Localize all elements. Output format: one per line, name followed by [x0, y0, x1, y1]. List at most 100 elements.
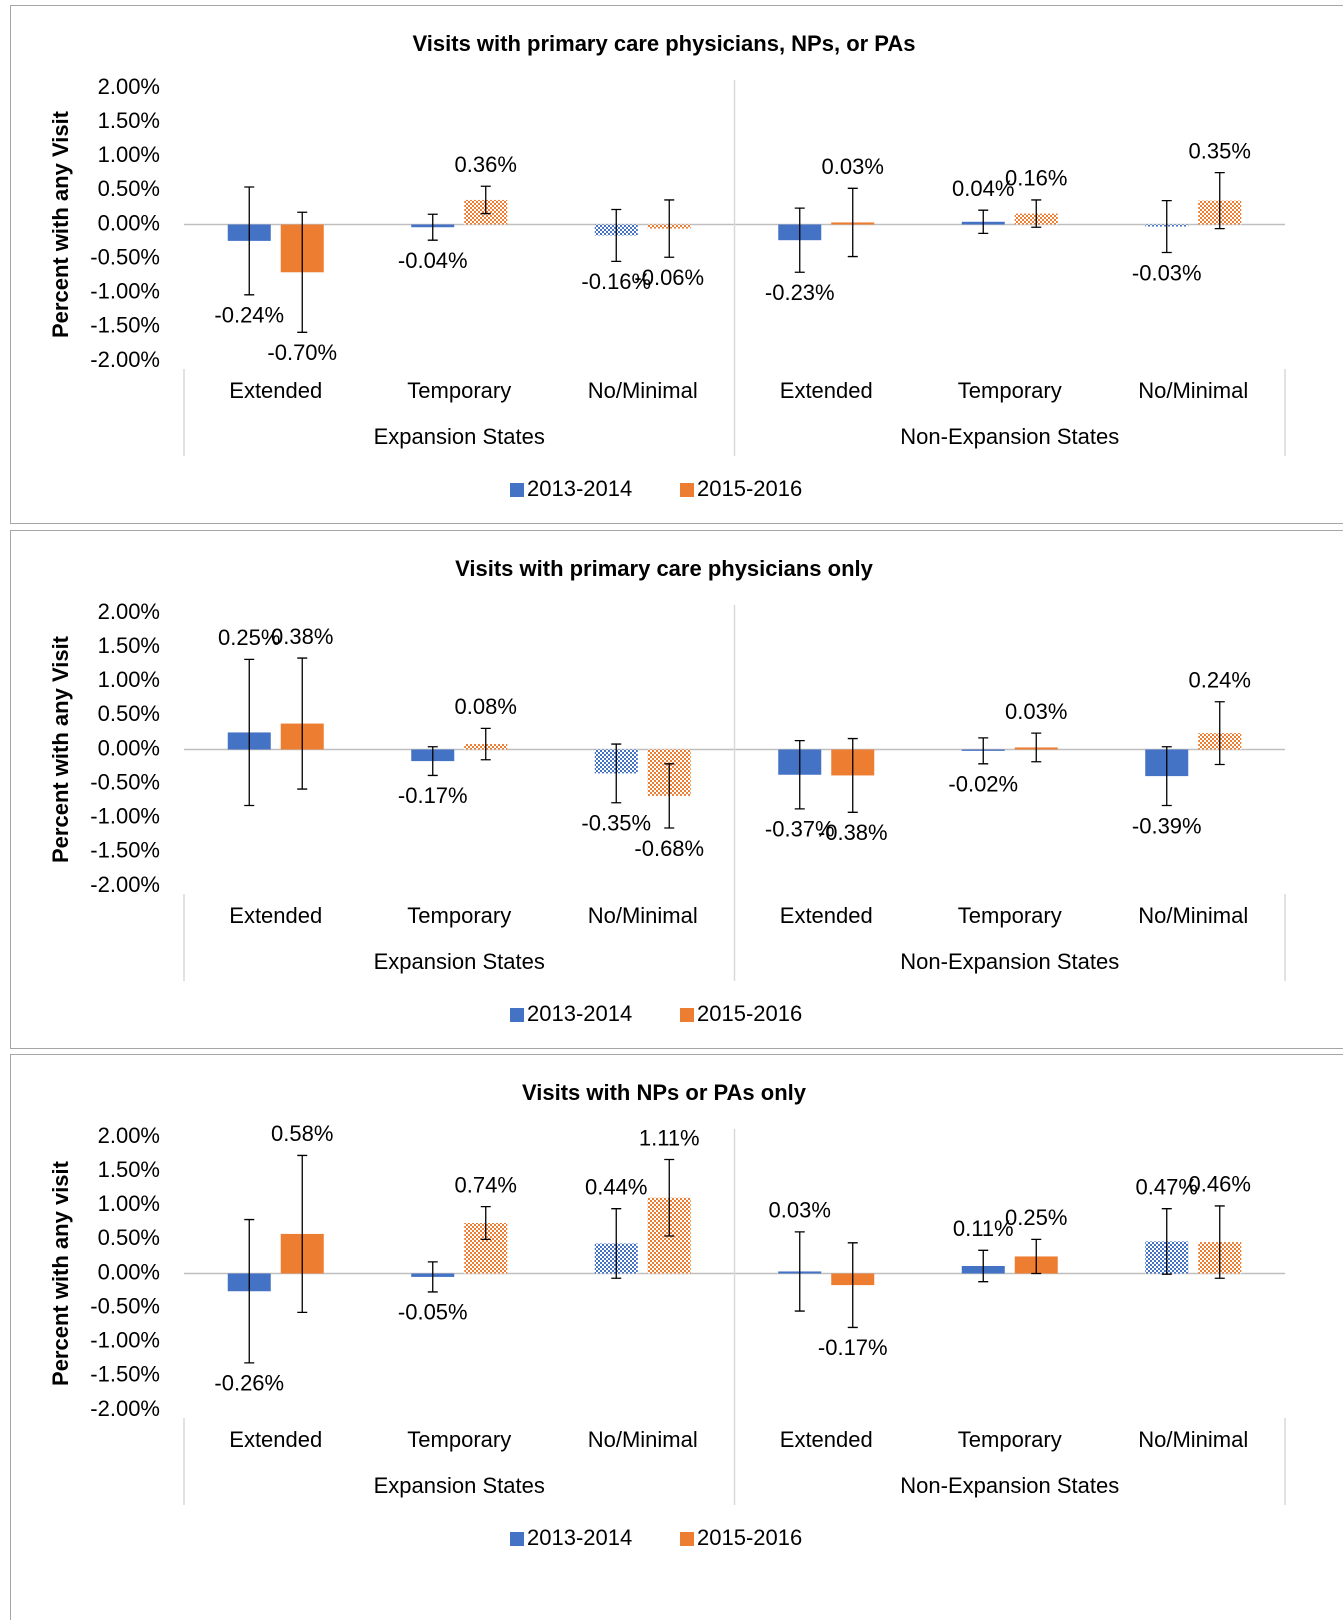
chart-title: Visits with primary care physicians only	[455, 556, 874, 581]
data-label: 0.11%	[953, 1216, 1014, 1241]
y-tick-label: 2.00%	[98, 74, 160, 99]
x-tick-label: No/Minimal	[1138, 903, 1248, 928]
data-label: 0.44%	[585, 1174, 647, 1199]
data-label: 0.74%	[455, 1172, 517, 1197]
data-label: -0.03%	[1132, 260, 1202, 285]
y-tick-label: -0.50%	[90, 769, 160, 794]
legend-swatch	[510, 1008, 524, 1022]
data-label: 0.16%	[1005, 166, 1067, 191]
data-label: 0.58%	[271, 1121, 333, 1146]
legend-label: 2015-2016	[697, 1525, 802, 1550]
error-bar	[978, 209, 989, 235]
group-label: Expansion States	[374, 1473, 545, 1498]
error-bar	[244, 186, 255, 296]
y-tick-label: 1.00%	[98, 142, 160, 167]
error-bar	[794, 207, 805, 273]
error-bar	[244, 658, 255, 807]
chart-panel: Visits with primary care physicians only…	[10, 530, 1343, 1049]
y-tick-label: 0.50%	[98, 176, 160, 201]
y-tick-label: 0.00%	[98, 1259, 160, 1284]
data-label: -0.39%	[1132, 813, 1202, 838]
error-bar	[847, 187, 858, 258]
error-bar	[1031, 732, 1042, 763]
legend-swatch	[680, 1008, 694, 1022]
x-tick-label: Temporary	[407, 378, 511, 403]
panel-frame	[10, 1054, 1343, 1620]
error-bar	[1214, 171, 1225, 230]
chart-title: Visits with NPs or PAs only	[522, 1080, 807, 1105]
data-label: 0.04%	[952, 176, 1014, 201]
data-label: 0.35%	[1189, 138, 1251, 163]
data-label: 0.03%	[1005, 699, 1067, 724]
x-tick-label: Temporary	[407, 1427, 511, 1452]
data-label: -0.16%	[581, 269, 651, 294]
group-label: Expansion States	[374, 424, 545, 449]
group-label: Non-Expansion States	[900, 1473, 1119, 1498]
y-tick-label: 0.00%	[98, 735, 160, 760]
legend-label: 2013-2014	[527, 476, 632, 501]
error-bar	[480, 185, 491, 215]
error-bar	[1031, 1238, 1042, 1275]
y-tick-label: 1.50%	[98, 1157, 160, 1182]
error-bar	[847, 737, 858, 813]
x-tick-label: No/Minimal	[1138, 1427, 1248, 1452]
error-bar	[664, 199, 675, 258]
x-tick-label: Extended	[780, 378, 873, 403]
y-tick-label: 0.00%	[98, 210, 160, 235]
data-label: -0.06%	[634, 265, 704, 290]
y-tick-label: -1.00%	[90, 804, 160, 829]
y-axis-label: Percent with any Visit	[48, 110, 73, 338]
error-bar	[1214, 701, 1225, 766]
data-label: 0.47%	[1136, 1174, 1198, 1199]
panel-frame	[10, 5, 1343, 524]
y-tick-label: 0.50%	[98, 701, 160, 726]
x-tick-label: No/Minimal	[588, 378, 698, 403]
error-bar	[847, 1242, 858, 1329]
error-bar	[480, 1205, 491, 1241]
legend-label: 2015-2016	[697, 476, 802, 501]
data-label: -0.26%	[214, 1371, 284, 1396]
x-tick-label: Extended	[780, 903, 873, 928]
data-label: 0.36%	[455, 152, 517, 177]
error-bar	[480, 727, 491, 761]
y-tick-label: -2.00%	[90, 872, 160, 897]
legend-swatch	[510, 483, 524, 497]
x-tick-label: Extended	[229, 1427, 322, 1452]
error-bar	[297, 1154, 308, 1314]
data-label: -0.02%	[948, 772, 1018, 797]
data-label: -0.05%	[398, 1300, 468, 1325]
data-label: 0.46%	[1189, 1172, 1251, 1197]
group-label: Non-Expansion States	[900, 424, 1119, 449]
error-bar	[427, 213, 438, 241]
data-label: 0.38%	[271, 624, 333, 649]
legend-label: 2013-2014	[527, 1001, 632, 1026]
y-tick-label: 2.00%	[98, 1123, 160, 1148]
x-tick-label: Temporary	[958, 1427, 1062, 1452]
chart-panel: Visits with NPs or PAs only Percent with …	[10, 1054, 1343, 1620]
error-bar	[1161, 199, 1172, 254]
y-tick-label: 2.00%	[98, 599, 160, 624]
error-bar	[611, 743, 622, 804]
error-bar	[664, 763, 675, 829]
error-bar	[427, 746, 438, 777]
data-label: 0.03%	[769, 1198, 831, 1223]
y-tick-label: 1.00%	[98, 667, 160, 692]
error-bar	[1214, 1205, 1225, 1279]
y-tick-label: -0.50%	[90, 244, 160, 269]
y-tick-label: -1.00%	[90, 279, 160, 304]
x-tick-label: Extended	[780, 1427, 873, 1452]
error-bar	[1161, 1208, 1172, 1275]
data-label: -0.17%	[818, 1335, 888, 1360]
error-bar	[244, 1218, 255, 1364]
data-label: 0.25%	[218, 625, 280, 650]
error-bar	[1031, 199, 1042, 228]
data-label: -0.04%	[398, 248, 468, 273]
error-bar	[611, 208, 622, 263]
data-label: 1.11%	[639, 1125, 700, 1150]
y-axis-label: Percent with any Visit	[48, 635, 73, 863]
chart-title: Visits with primary care physicians, NPs…	[413, 31, 916, 56]
error-bar	[297, 211, 308, 333]
error-bar	[611, 1208, 622, 1279]
error-bar	[1161, 746, 1172, 807]
